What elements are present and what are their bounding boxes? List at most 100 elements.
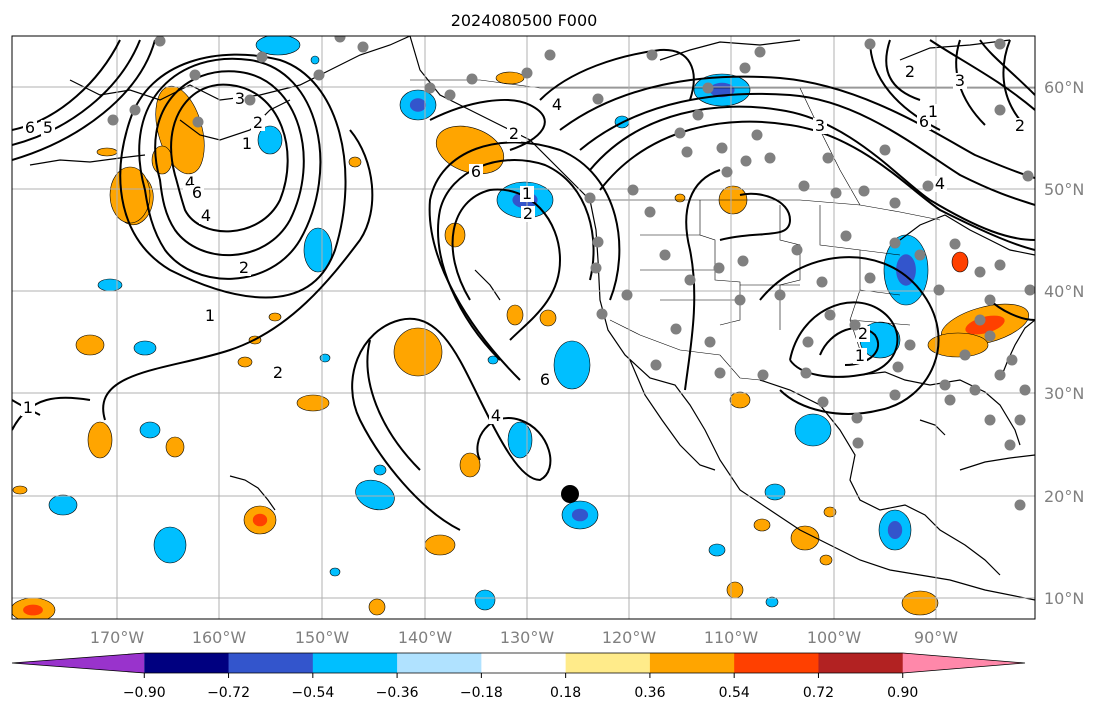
- anomaly-shading: [12, 36, 1030, 619]
- anomaly-blob: [109, 166, 151, 224]
- anomaly-blob: [674, 193, 686, 203]
- contour-line: [12, 396, 91, 431]
- contour-line: [789, 301, 899, 378]
- contour-line: [539, 48, 695, 101]
- station-dot: [584, 192, 596, 204]
- contour-line: [719, 192, 792, 241]
- anomaly-blob: [257, 125, 283, 155]
- station-dot: [922, 180, 934, 192]
- contour-label: 6: [192, 183, 202, 202]
- contour-label: 6: [919, 112, 929, 131]
- contour-label: 4: [185, 173, 195, 192]
- station-dot: [313, 69, 325, 81]
- anomaly-blob-core: [709, 82, 735, 98]
- border-segment: [590, 199, 941, 221]
- station-dot: [798, 180, 810, 192]
- station-dot: [716, 142, 728, 154]
- anomaly-blob: [539, 309, 557, 327]
- station-dot: [889, 237, 901, 249]
- anomaly-blob: [819, 554, 833, 566]
- colorbar-tick-label: −0.18: [460, 685, 503, 701]
- contour-label: 1: [928, 102, 938, 121]
- station-dot: [864, 38, 876, 50]
- colorbar-tick-label: 0.18: [550, 685, 581, 701]
- station-dot: [914, 249, 926, 261]
- station-dot: [334, 36, 346, 43]
- station-dot: [444, 89, 456, 101]
- station-dot: [800, 367, 812, 379]
- station-dot: [994, 369, 1006, 381]
- anomaly-blob: [474, 589, 496, 611]
- station-dot: [684, 274, 696, 286]
- coastline-segment: [29, 154, 146, 166]
- station-dot: [714, 367, 726, 379]
- colorbar-swatch: [12, 653, 145, 673]
- station-dot: [737, 255, 749, 267]
- lat-label: 60°N: [1044, 78, 1084, 97]
- station-dot: [933, 284, 945, 296]
- station-dot: [774, 289, 786, 301]
- station-dot: [791, 244, 803, 256]
- contour-label: 2: [858, 324, 868, 343]
- anomaly-blob: [310, 55, 320, 65]
- station-dot: [692, 109, 704, 121]
- colorbar-tick-label: 0.90: [887, 685, 918, 701]
- colorbar-swatch: [144, 653, 230, 673]
- station-dot: [424, 82, 436, 94]
- contour-label: 6: [471, 162, 481, 181]
- station-dot: [592, 93, 604, 105]
- anomaly-blob: [12, 485, 28, 495]
- anomaly-blob: [487, 355, 499, 365]
- station-dot: [646, 49, 658, 61]
- contour-label-bg: [521, 206, 535, 222]
- contour-line: [366, 339, 421, 471]
- contour-label-bg: [538, 372, 552, 388]
- anomaly-blob: [165, 436, 185, 458]
- lon-label: 90°W: [914, 628, 958, 647]
- map-title: 2024080500 F000: [451, 11, 598, 30]
- longitude-labels: 170°W 160°W 150°W 140°W 130°W 120°W 110°W 100°W…: [90, 628, 958, 647]
- border-segment: [410, 79, 1035, 89]
- colorbar-tick-label: 0.36: [634, 685, 665, 701]
- station-dot: [852, 437, 864, 449]
- station-dot: [757, 369, 769, 381]
- anomaly-blob: [96, 147, 118, 157]
- lat-lon-gridlines: [12, 36, 1035, 619]
- contour-label-bg: [507, 126, 521, 142]
- anomaly-blob: [951, 251, 969, 273]
- anomaly-blob: [424, 534, 456, 556]
- anomaly-blob: [153, 526, 187, 564]
- contour-label-bg: [41, 120, 55, 136]
- anomaly-blob: [901, 590, 939, 616]
- station-dot: [466, 73, 478, 85]
- station-dot: [702, 82, 714, 94]
- station-dot: [754, 46, 766, 58]
- colorbar: −0.90 −0.72 −0.54 −0.36 −0.18 0.18 0.36 0.54 0.7…: [11, 652, 1026, 701]
- colorbar-swatch: [397, 653, 482, 673]
- contour-label-bg: [21, 400, 35, 416]
- contour-label-bg: [926, 104, 940, 120]
- contour-line: [929, 39, 1035, 111]
- station-dot: [256, 51, 268, 63]
- coastline-segment: [899, 39, 1011, 61]
- anomaly-blob: [506, 304, 524, 326]
- coastline-segment: [859, 371, 1021, 446]
- station-dot: [1019, 384, 1031, 396]
- coastline-segment: [999, 319, 1035, 381]
- colorbar-tick-label: 0.54: [719, 685, 750, 701]
- contour-label-bg: [550, 97, 564, 113]
- coastline-segment: [474, 269, 501, 301]
- station-dot: [644, 206, 656, 218]
- station-dot: [734, 294, 746, 306]
- station-dot: [1022, 170, 1034, 182]
- border-segment: [609, 319, 761, 381]
- contour-label-bg: [853, 348, 867, 364]
- anomaly-blob-core: [409, 98, 427, 112]
- contour-label: 3: [955, 71, 965, 90]
- station-dot: [994, 38, 1006, 50]
- contour-label: 4: [935, 174, 945, 193]
- station-dot: [974, 266, 986, 278]
- anomaly-blob: [708, 543, 726, 557]
- contour-label-bg: [953, 73, 967, 89]
